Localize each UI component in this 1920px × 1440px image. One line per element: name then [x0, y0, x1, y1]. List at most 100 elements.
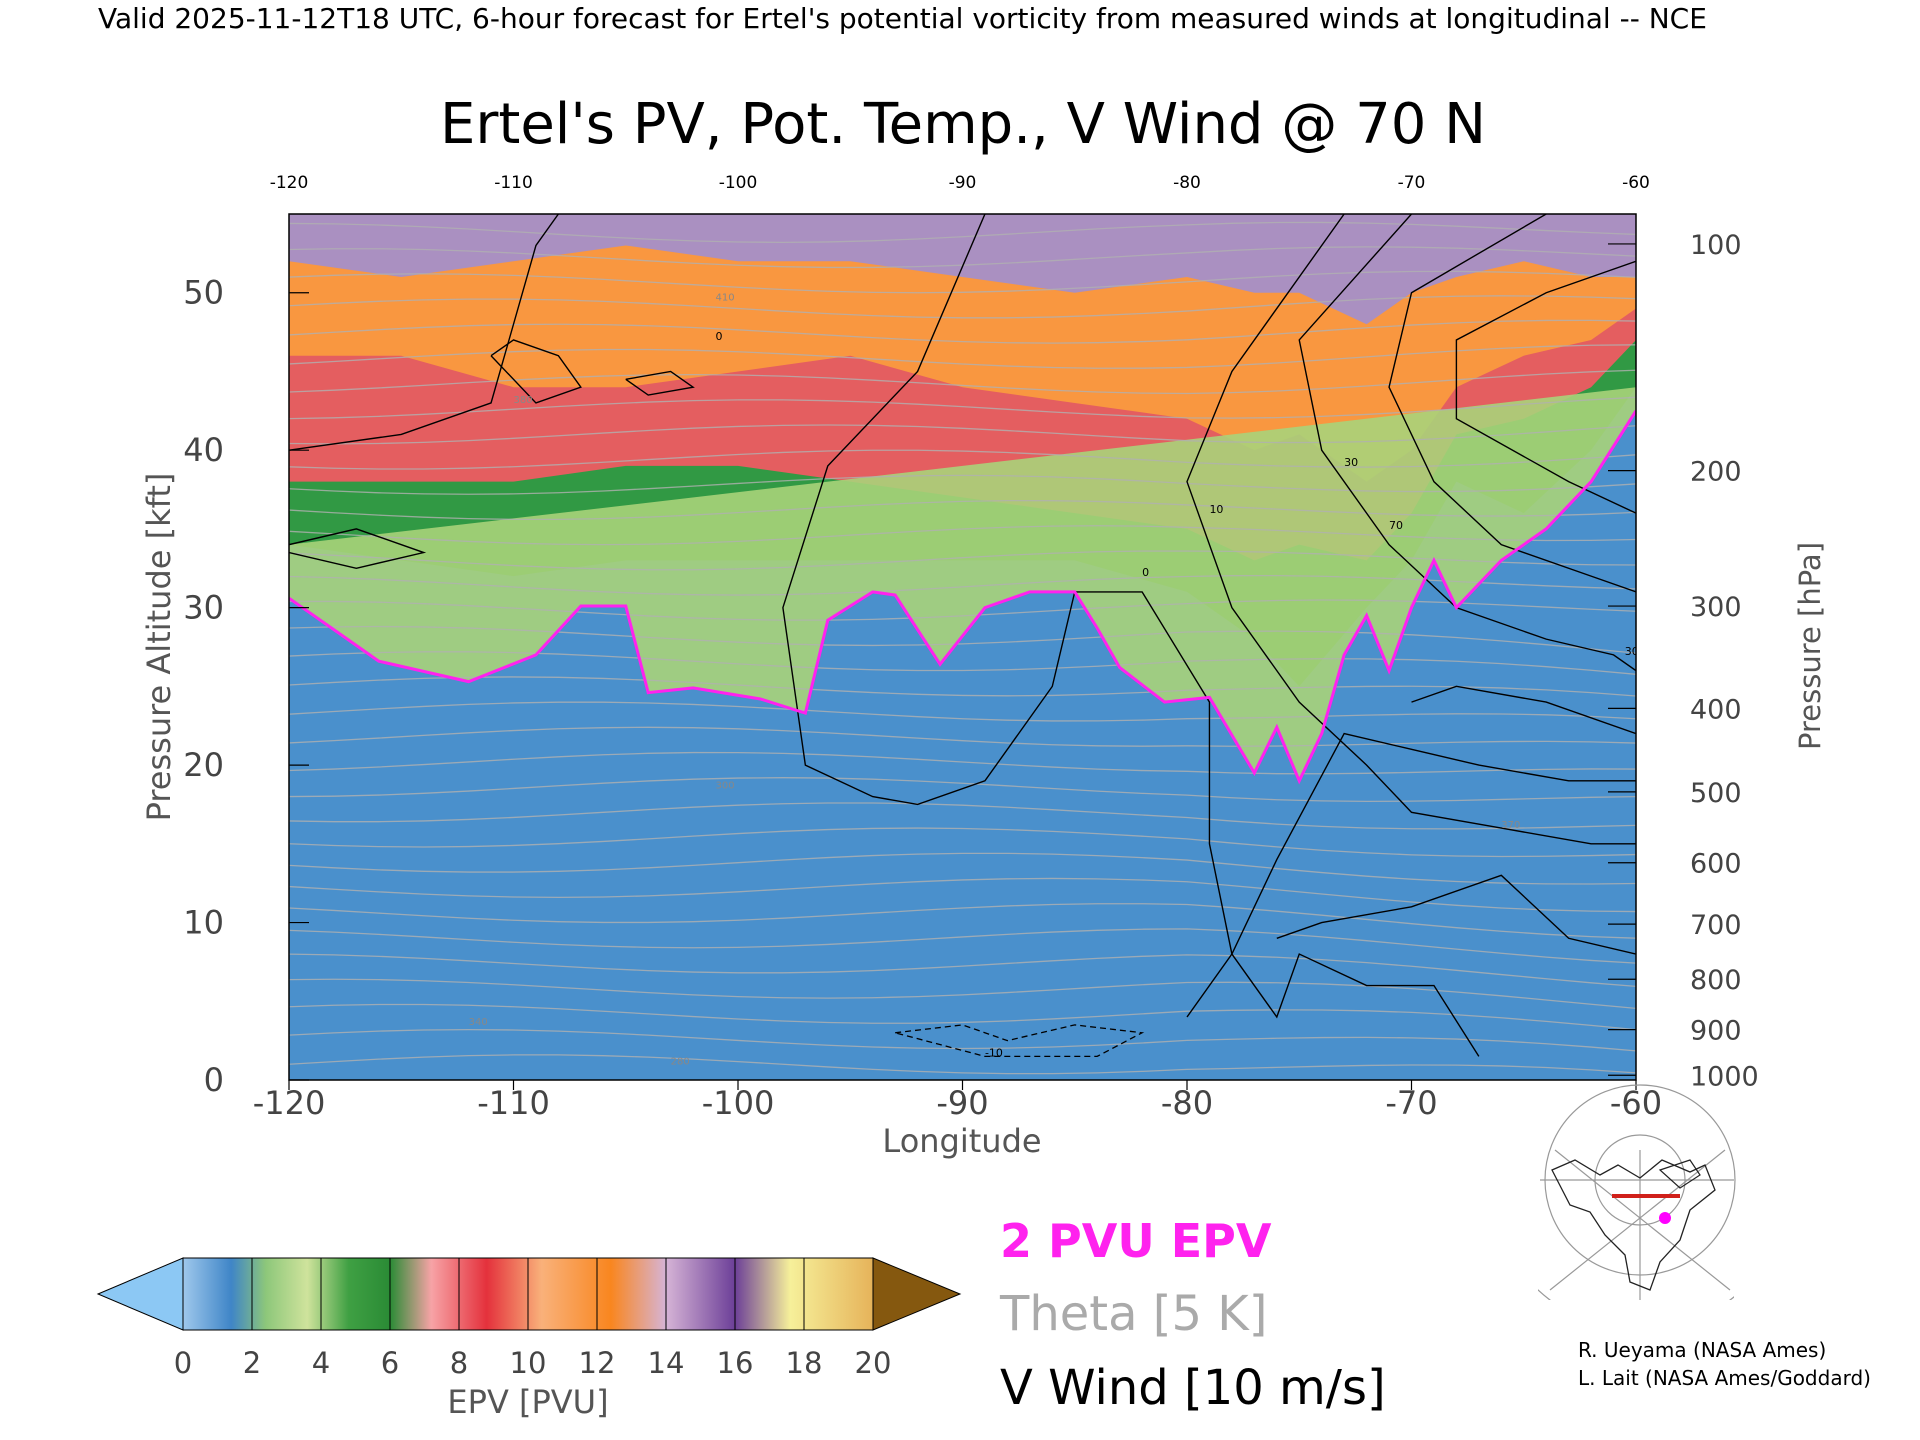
epv-band-16-20 — [289, 214, 1636, 325]
x-tick-label: -120 — [253, 1084, 326, 1122]
colorbar-tick-label: 12 — [579, 1346, 616, 1380]
theta-line — [289, 777, 1636, 803]
colorbar-tick-label: 4 — [312, 1346, 330, 1380]
x-top-tick-label: -90 — [949, 173, 977, 193]
theta-line — [289, 344, 1636, 369]
x-axis-bottom: -120 -110 -100 -90 -80 -70 -60 — [253, 1080, 1662, 1122]
theta-contour-label: 300 — [716, 781, 735, 792]
colorbar: 0 2 4 6 8 10 12 14 16 18 20 EPV [PVU] — [96, 1257, 962, 1421]
vwind-contour-label: 0 — [716, 330, 723, 343]
colorbar-dividers — [251, 1258, 805, 1330]
colorbar-tick-label: 8 — [450, 1346, 468, 1380]
pressure-tick-label: 400 — [1690, 694, 1742, 725]
y-tick-label: 10 — [183, 904, 224, 942]
vwind-contour-label: 0 — [1142, 566, 1149, 579]
x-top-tick-label: -120 — [270, 173, 309, 193]
theta-line — [289, 625, 1636, 654]
theta-line — [289, 676, 1636, 697]
polar-map-icon — [1538, 1084, 1736, 1300]
x-top-tick-label: -100 — [719, 173, 758, 193]
chart-title: Ertel's PV, Pot. Temp., V Wind @ 70 N — [440, 92, 1486, 157]
vwind-negative-contour — [894, 1024, 1145, 1058]
vwind-contour-line — [1388, 214, 1636, 593]
credit-line-1: R. Ueyama (NASA Ames) — [1578, 1338, 1826, 1362]
y-tick-label: 20 — [183, 746, 224, 784]
theta-line — [289, 574, 1636, 596]
theta-line — [289, 877, 1636, 913]
colorbar-tick-label: 16 — [717, 1346, 754, 1380]
colorbar-tick-label: 6 — [381, 1346, 399, 1380]
x-top-tick-label: -80 — [1173, 173, 1201, 193]
y-tick-label: 30 — [183, 589, 224, 627]
pressure-tick-label: 300 — [1690, 592, 1742, 623]
theta-contour-label: 380 — [514, 395, 533, 406]
x-tick-label: -110 — [477, 1084, 550, 1122]
vwind-contour-label: 70 — [1389, 519, 1403, 532]
theta-line — [289, 550, 1636, 571]
y-axis-right-label: Pressure [hPa] — [1793, 542, 1827, 750]
pressure-tick-label: 100 — [1690, 230, 1742, 261]
theta-line — [289, 903, 1636, 939]
y-axis-left-label: Pressure Altitude [kft] — [140, 473, 178, 822]
credit-line-2: L. Lait (NASA Ames/Goddard) — [1578, 1366, 1871, 1390]
pressure-tick-label: 600 — [1690, 849, 1742, 880]
colorbar-tick-label: 14 — [648, 1346, 685, 1380]
contour-labels: 300 370 380 410 280 340 0 0 10 -10 30 70 30 — [469, 293, 1639, 1068]
vwind-contour-line — [289, 214, 559, 451]
colorbar-tick-label: 0 — [174, 1346, 192, 1380]
theta-contours — [289, 221, 1636, 1075]
theta-line — [289, 1028, 1636, 1052]
vwind-contour-line — [1186, 732, 1636, 1018]
theta-line — [289, 1054, 1636, 1075]
theta-contour-label: 340 — [469, 1017, 488, 1028]
vwind-contour-line — [490, 339, 582, 404]
colorbar-tick-label: 10 — [510, 1346, 547, 1380]
legend-vwind: V Wind [10 m/s] — [1000, 1360, 1386, 1416]
colorbar-under-arrow — [96, 1257, 184, 1331]
pressure-tick-label: 500 — [1690, 778, 1742, 809]
theta-line — [289, 953, 1636, 988]
legend: 2 PVU EPV Theta [5 K] V Wind [10 m/s] — [999, 1214, 1386, 1416]
theta-line — [289, 701, 1636, 722]
theta-contour-label: 280 — [671, 1056, 690, 1067]
theta-line — [289, 396, 1636, 420]
pvu-2-boundary — [289, 410, 1636, 785]
colorbar-tick-label: 18 — [786, 1346, 823, 1380]
theta-line — [289, 424, 1636, 445]
x-top-tick-label: -60 — [1622, 173, 1650, 193]
vwind-contour-label: 30 — [1344, 456, 1358, 469]
pressure-tick-label: 700 — [1690, 910, 1742, 941]
colorbar-label: EPV [PVU] — [447, 1383, 608, 1421]
x-axis-top: -120 -110 -100 -90 -80 -70 -60 — [270, 173, 1650, 193]
y-axis-right: 100 200 300 400 500 600 700 800 900 1000 — [1608, 230, 1759, 1092]
theta-line — [289, 599, 1636, 621]
y-tick-label: 40 — [183, 431, 224, 469]
vwind-contour-line — [1276, 874, 1636, 955]
x-axis-label: Longitude — [882, 1122, 1041, 1160]
x-tick-label: -100 — [702, 1084, 775, 1122]
vwind-contour-line — [1186, 214, 1636, 845]
vwind-contour-line — [289, 528, 427, 569]
x-tick-label: -70 — [1385, 1084, 1437, 1122]
vwind-contour-line — [1455, 260, 1636, 514]
vwind-contour-label: 10 — [1209, 503, 1223, 516]
x-tick-label: -60 — [1610, 1084, 1662, 1122]
vwind-contour-label: 30 — [1625, 645, 1639, 658]
plot-area: 300 370 380 410 280 340 0 0 10 -10 30 70 30 — [288, 213, 1639, 1081]
legend-pvu: 2 PVU EPV — [1000, 1214, 1272, 1268]
pressure-tick-label: 1000 — [1690, 1061, 1759, 1092]
x-top-tick-label: -70 — [1398, 173, 1426, 193]
x-tick-label: -90 — [936, 1084, 988, 1122]
colorbar-over-arrow — [872, 1257, 962, 1331]
theta-line — [289, 852, 1636, 885]
theta-line — [289, 295, 1636, 319]
x-tick-label: -80 — [1161, 1084, 1213, 1122]
vwind-contour-line — [625, 370, 695, 396]
x-top-tick-label: -110 — [494, 173, 533, 193]
theta-contour-label: 410 — [716, 293, 735, 304]
y-tick-label: 50 — [183, 274, 224, 312]
theta-line — [289, 928, 1636, 964]
theta-line — [289, 726, 1636, 747]
colorbar-ticks: 0 2 4 6 8 10 12 14 16 18 20 — [174, 1346, 892, 1380]
pressure-tick-label: 900 — [1690, 1016, 1742, 1047]
